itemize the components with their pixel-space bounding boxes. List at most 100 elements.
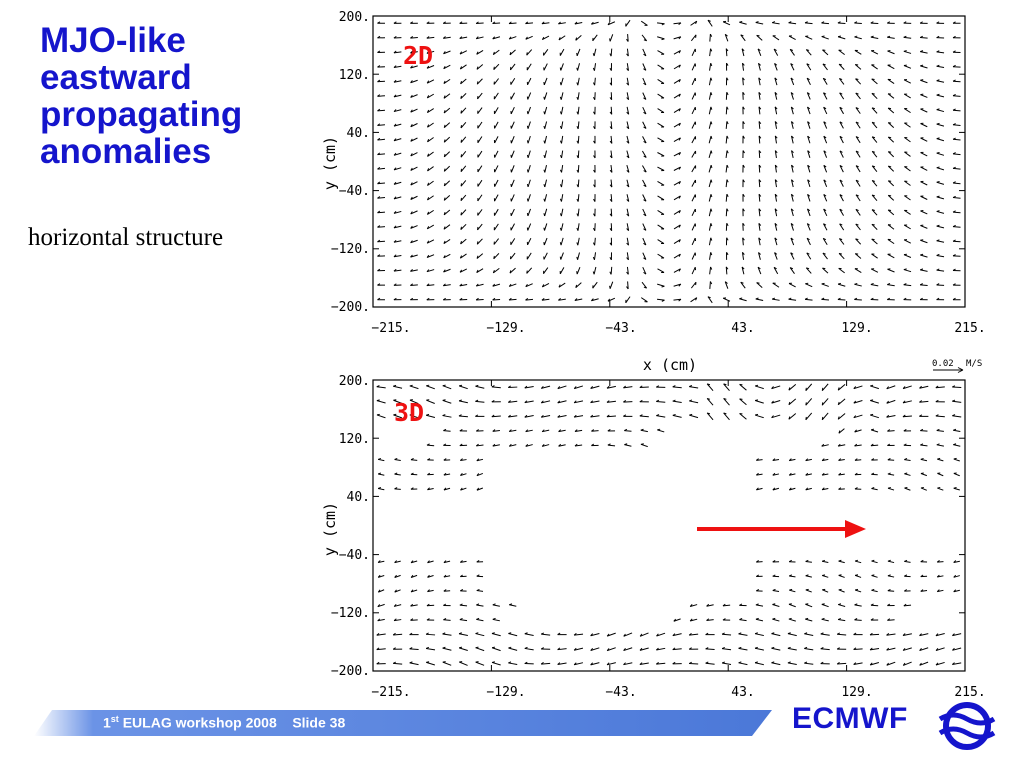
- wind-vector: [708, 106, 712, 115]
- wind-vector: [953, 444, 961, 447]
- wind-vector: [953, 487, 960, 491]
- wind-vector-head: [508, 283, 512, 287]
- wind-vector: [774, 208, 778, 217]
- wind-vector-head: [707, 19, 711, 22]
- wind-vector: [936, 210, 945, 214]
- wind-vector: [758, 208, 761, 217]
- wind-vector-head: [725, 48, 729, 52]
- wind-vector-head: [854, 443, 858, 447]
- wind-vector-head: [886, 662, 889, 666]
- wind-vector-head: [476, 473, 480, 476]
- wind-vector-head: [475, 384, 479, 387]
- wind-vector: [656, 647, 666, 651]
- wind-vector-head: [443, 182, 446, 187]
- wind-vector: [393, 662, 403, 665]
- wind-vector: [822, 458, 829, 462]
- wind-vector: [758, 92, 761, 100]
- wind-vector-head: [936, 79, 940, 82]
- wind-vector-head: [838, 252, 843, 255]
- wind-vector-head: [623, 385, 627, 389]
- x-tick-label: −129.: [486, 685, 525, 700]
- wind-vector-head: [919, 385, 922, 389]
- wind-vector-head: [806, 63, 810, 66]
- wind-vector: [410, 560, 418, 564]
- wind-vector-head: [953, 443, 957, 446]
- wind-vector: [838, 253, 845, 260]
- wind-vector-head: [623, 400, 627, 403]
- wind-vector: [691, 48, 696, 56]
- wind-vector-head: [593, 198, 596, 202]
- wind-vector: [606, 415, 616, 418]
- wind-vector: [673, 195, 681, 201]
- wind-vector-head: [755, 297, 759, 300]
- wind-vector-head: [887, 21, 891, 24]
- wind-vector-head: [607, 443, 611, 446]
- wind-vector: [708, 135, 712, 144]
- wind-vector: [725, 266, 728, 275]
- wind-vector: [427, 108, 434, 114]
- wind-vector-head: [952, 64, 956, 68]
- wind-vector-head: [726, 135, 729, 139]
- wind-vector-head: [626, 170, 630, 173]
- wind-vector: [591, 430, 599, 432]
- wind-vector: [509, 267, 516, 274]
- wind-vector-head: [952, 93, 956, 97]
- wind-vector: [937, 472, 944, 477]
- wind-vector: [823, 136, 828, 144]
- wind-vector-head: [757, 266, 761, 270]
- wind-vector-head: [426, 21, 430, 24]
- wind-vector: [937, 458, 944, 462]
- wind-vector: [787, 633, 797, 637]
- x-tick-label: 129.: [841, 685, 872, 700]
- wind-vector-head: [771, 386, 774, 389]
- wind-vector: [657, 268, 665, 273]
- wind-vector-head: [903, 443, 907, 446]
- wind-vector: [837, 398, 846, 406]
- wind-vector-head: [739, 603, 743, 606]
- wind-vector: [590, 633, 600, 637]
- wind-vector: [543, 267, 549, 274]
- wind-vector: [377, 138, 386, 141]
- wind-vector: [642, 237, 647, 246]
- wind-vector: [460, 107, 467, 114]
- wind-vector-head: [541, 429, 545, 433]
- wind-vector: [541, 385, 551, 389]
- wind-vector-head: [427, 153, 430, 157]
- wind-vector: [393, 414, 403, 419]
- wind-vector-head: [790, 208, 794, 212]
- wind-vector-head: [476, 241, 479, 245]
- wind-vector: [871, 93, 878, 100]
- wind-vector-head: [742, 92, 745, 95]
- wind-vector: [871, 194, 878, 202]
- wind-vector-head: [888, 136, 892, 139]
- wind-vector-head: [790, 237, 794, 241]
- y-axis-label: y (cm): [321, 136, 339, 190]
- wind-vector: [458, 633, 468, 636]
- wind-vector: [377, 182, 386, 185]
- wind-vector: [410, 269, 418, 272]
- wind-vector-head: [953, 589, 957, 593]
- wind-vector: [541, 298, 550, 301]
- wind-vector-head: [887, 574, 891, 577]
- wind-vector: [886, 647, 896, 651]
- wind-vector-head: [887, 588, 891, 592]
- wind-vector: [722, 297, 731, 302]
- wind-vector: [410, 459, 418, 461]
- wind-vector: [561, 135, 564, 144]
- wind-vector-head: [475, 36, 479, 40]
- wind-vector-head: [935, 385, 939, 389]
- wind-vector-head: [952, 137, 956, 140]
- wind-vector: [561, 164, 564, 173]
- x-tick-label: −43.: [605, 685, 636, 700]
- wind-vector: [708, 165, 712, 173]
- wind-vector: [790, 252, 795, 260]
- wind-vector-head: [689, 604, 693, 607]
- wind-vector: [722, 21, 731, 26]
- wind-vector-head: [576, 140, 579, 144]
- wind-vector: [691, 165, 696, 173]
- wind-vector-head: [459, 66, 463, 70]
- wind-vector: [526, 252, 532, 260]
- wind-vector: [871, 575, 878, 578]
- wind-vector: [754, 662, 764, 666]
- wind-vector: [790, 179, 794, 188]
